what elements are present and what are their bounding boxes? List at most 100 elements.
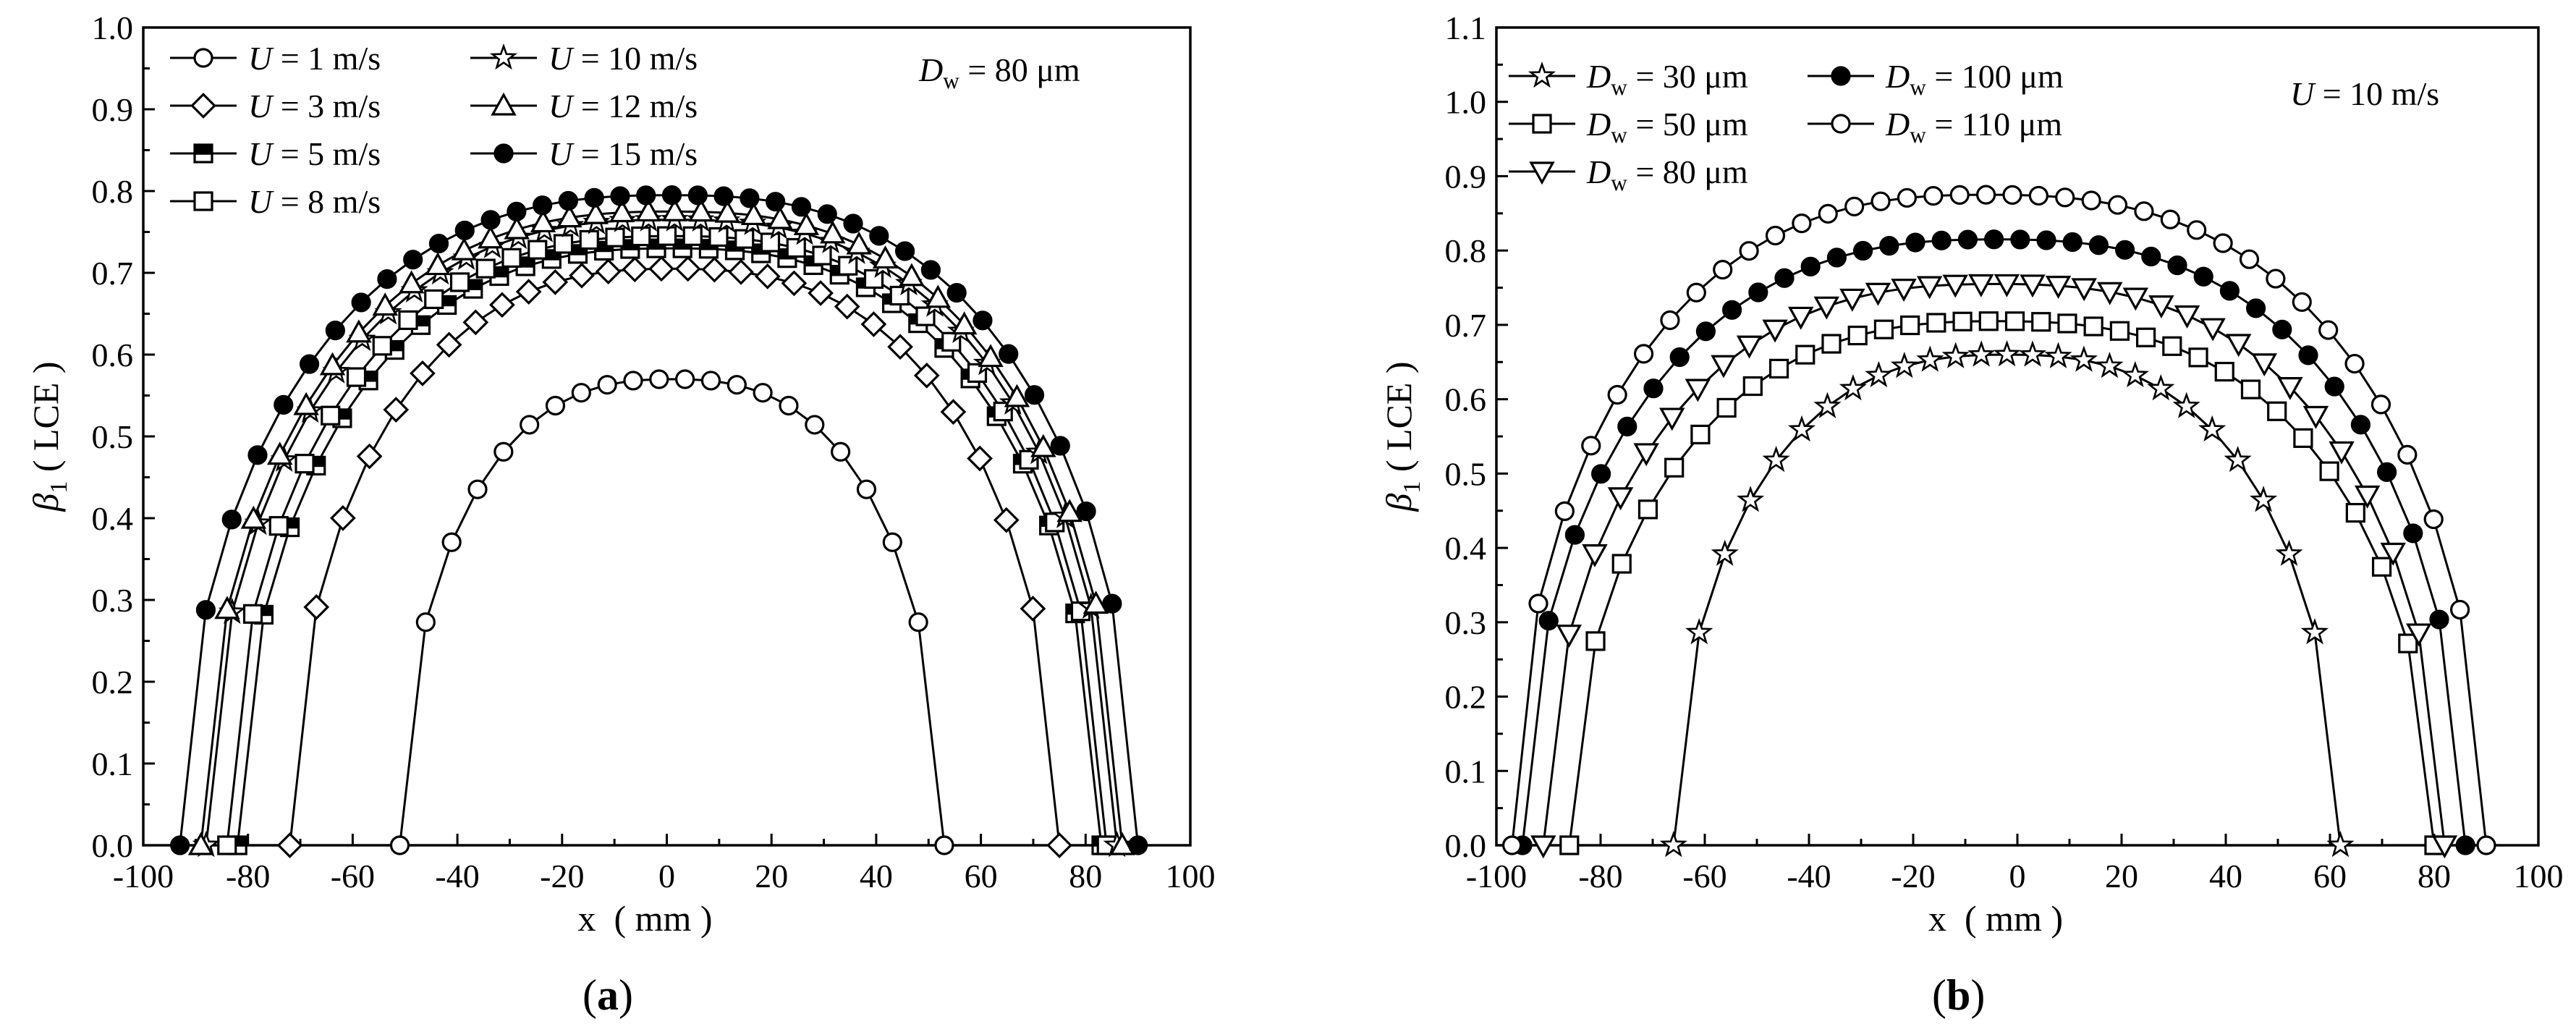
- data-point: [920, 260, 941, 280]
- data-point: [1818, 203, 1838, 224]
- y-tick-label: 1.0: [1445, 84, 1487, 121]
- data-point: [2044, 342, 2072, 368]
- data-point: [609, 199, 635, 223]
- x-tick-label: 40: [2209, 858, 2242, 894]
- data-point: [1076, 501, 1096, 522]
- data-point: [887, 334, 913, 360]
- data-point: [726, 375, 747, 395]
- data-point: [925, 284, 951, 308]
- data-point: [605, 227, 625, 248]
- data-point: [2240, 379, 2261, 399]
- data-point: [1742, 376, 1763, 397]
- data-point: [2160, 209, 2180, 229]
- data-point: [2298, 345, 2318, 365]
- data-point: [2004, 311, 2025, 331]
- y-tick-label: 0.3: [1445, 604, 1487, 641]
- series-5: [1502, 185, 2496, 855]
- data-point: [303, 594, 330, 620]
- data-point: [1870, 191, 1891, 211]
- data-point: [1585, 631, 1606, 651]
- series-7: [170, 185, 1148, 855]
- data-point: [2083, 316, 2103, 337]
- data-point: [441, 532, 462, 552]
- x-tick-label: 80: [2418, 858, 2451, 894]
- legend-marker: [1529, 161, 1555, 185]
- data-point: [2275, 539, 2303, 566]
- data-point: [934, 835, 954, 855]
- legend-marker: [489, 43, 518, 70]
- series-6: [187, 198, 1135, 855]
- data-point: [356, 443, 383, 470]
- data-point: [187, 832, 214, 855]
- series-1: [389, 369, 954, 855]
- data-point: [2251, 353, 2277, 377]
- data-point: [1659, 830, 1687, 858]
- x-tick-label: 80: [1069, 858, 1102, 894]
- data-point: [346, 367, 367, 387]
- data-point: [760, 232, 781, 253]
- data-point: [1737, 486, 1765, 512]
- data-point: [714, 199, 740, 223]
- data-point: [2398, 633, 2418, 654]
- data-point: [2031, 312, 2051, 332]
- data-point: [860, 311, 887, 337]
- series-line: [399, 378, 946, 846]
- data-point: [1839, 288, 1865, 312]
- data-point: [967, 445, 993, 472]
- data-point: [831, 441, 851, 462]
- data-point: [1873, 319, 1894, 339]
- legend-entry: U = 8 m/s: [170, 183, 381, 220]
- legend-label: U = 1 m/s: [248, 40, 381, 77]
- data-point: [1748, 282, 1768, 303]
- legend-label: U = 3 m/s: [248, 88, 381, 124]
- data-point: [398, 270, 425, 294]
- data-point: [2174, 305, 2200, 329]
- data-point: [1942, 274, 1968, 298]
- legend-entry: U = 1 m/s: [170, 40, 381, 77]
- data-point: [951, 311, 978, 335]
- data-point: [2319, 461, 2339, 481]
- data-point: [247, 445, 268, 465]
- data-point: [267, 441, 293, 465]
- panel-annotation: Dw = 80 μm: [918, 51, 1080, 93]
- data-point: [2406, 623, 2432, 647]
- data-point: [1564, 525, 1585, 545]
- data-point: [2109, 321, 2130, 341]
- data-point: [1931, 230, 1952, 250]
- panel-caption: (b): [1932, 971, 1985, 1019]
- data-point: [2081, 190, 2101, 211]
- data-point: [2403, 523, 2423, 544]
- data-point: [856, 479, 877, 499]
- data-point: [2450, 599, 2470, 620]
- data-point: [1905, 232, 1925, 253]
- data-point: [556, 204, 582, 228]
- series-line: [1511, 193, 2488, 846]
- data-point: [740, 188, 760, 208]
- data-point: [2371, 557, 2392, 577]
- data-point: [1952, 311, 1973, 331]
- data-point: [372, 292, 398, 316]
- x-tick-label: -20: [1891, 858, 1935, 894]
- legend-marker: [193, 143, 213, 164]
- data-point: [2018, 340, 2047, 367]
- data-point: [424, 289, 444, 310]
- data-point: [1530, 835, 1556, 859]
- data-point: [791, 197, 812, 217]
- data-point: [899, 263, 925, 287]
- data-point: [520, 415, 540, 435]
- data-point: [674, 255, 701, 282]
- legend-marker: [493, 143, 514, 164]
- data-point: [1736, 335, 1763, 359]
- data-point: [2036, 230, 2056, 250]
- data-point: [2292, 292, 2312, 312]
- data-point: [2134, 201, 2154, 221]
- data-point: [2272, 319, 2292, 339]
- legend-label: Dw = 30 μm: [1586, 58, 1748, 100]
- series-4: [217, 226, 1117, 855]
- x-axis-label: x ( mm ): [1928, 898, 2063, 939]
- data-point: [1765, 225, 1786, 246]
- data-point: [1633, 443, 1659, 467]
- data-point: [2028, 185, 2048, 206]
- data-point: [1664, 457, 1685, 478]
- data-point: [2431, 835, 2458, 859]
